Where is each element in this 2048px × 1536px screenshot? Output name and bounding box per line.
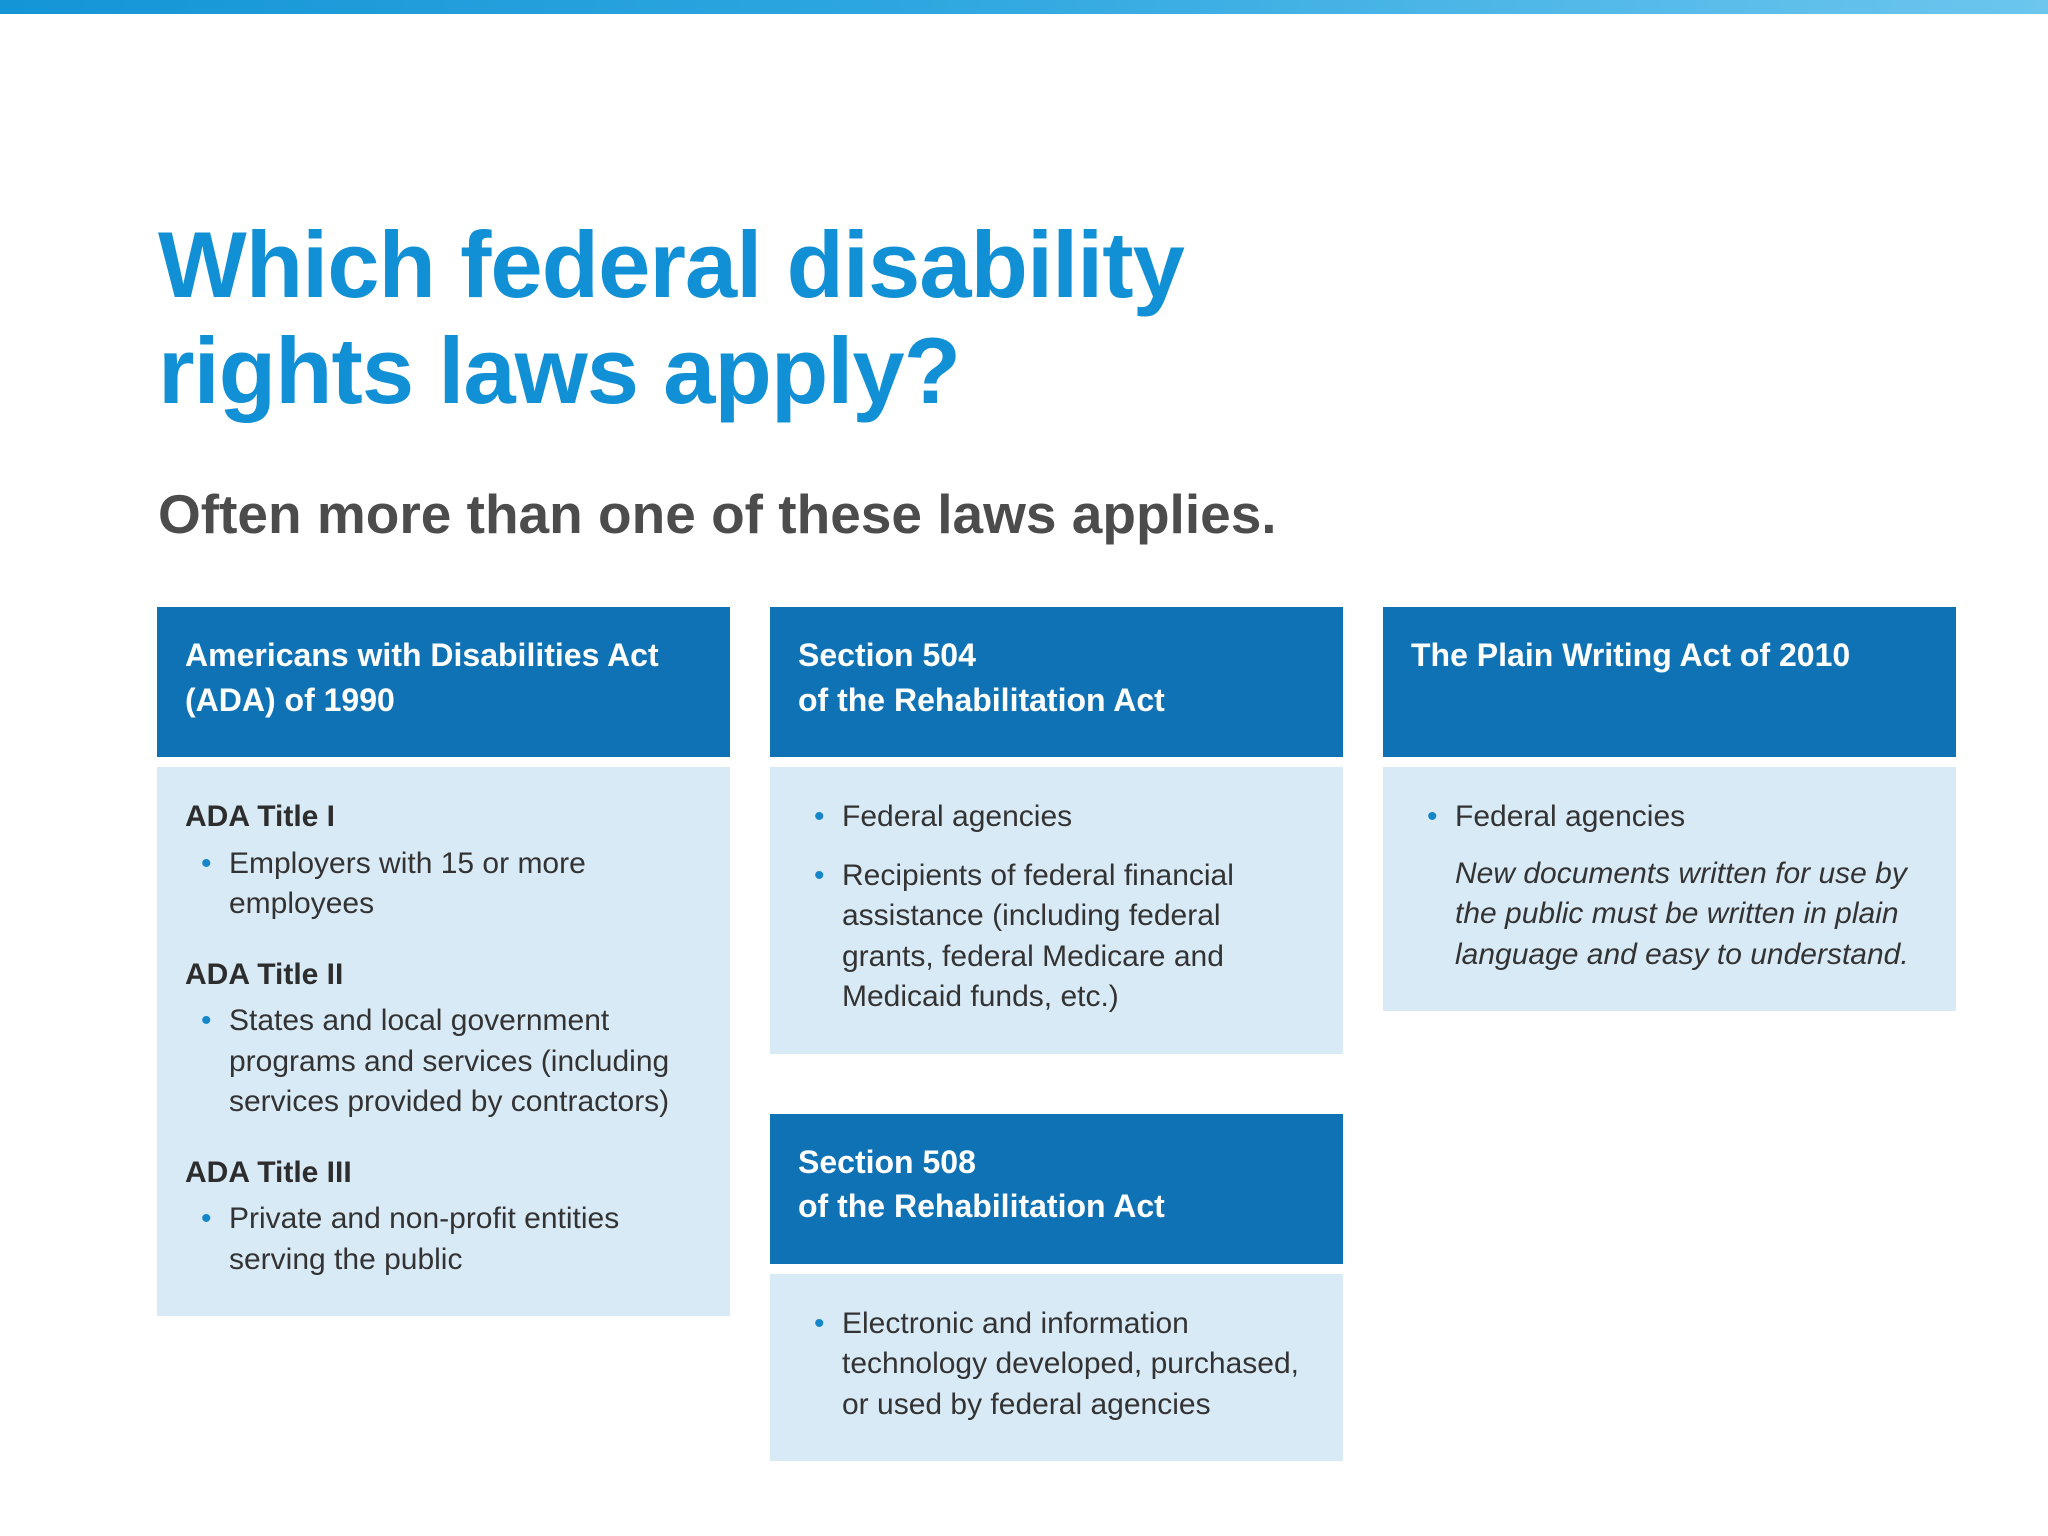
card-plain-writing-header-line1: The Plain Writing Act of 2010 — [1411, 637, 1851, 673]
bullet-item: Electronic and information technology de… — [814, 1304, 1313, 1426]
bullet-list: Employers with 15 or more employees — [185, 844, 700, 925]
card-ada-header: Americans with Disabilities Act (ADA) of… — [157, 607, 730, 757]
slide-title-line1: Which federal disability — [158, 212, 1185, 317]
slide-title-line2: rights laws apply? — [158, 318, 961, 424]
bullet-list: Private and non-profit entities serving … — [185, 1199, 700, 1280]
bullet-list: Electronic and information technology de… — [798, 1304, 1313, 1426]
bullet-item: Federal agencies — [1427, 797, 1926, 838]
card-section-504-body: Federal agencies Recipients of federal f… — [770, 767, 1343, 1054]
plain-writing-note: New documents written for use by the pub… — [1455, 856, 1909, 971]
column-ada: Americans with Disabilities Act (ADA) of… — [157, 607, 730, 1461]
card-ada: Americans with Disabilities Act (ADA) of… — [157, 607, 730, 1316]
card-ada-body: ADA Title I Employers with 15 or more em… — [157, 767, 730, 1316]
bullet-item: Federal agencies — [814, 797, 1313, 838]
slide-subtitle: Often more than one of these laws applie… — [158, 483, 1277, 545]
bullet-list: Federal agencies — [1411, 797, 1926, 838]
card-plain-writing: The Plain Writing Act of 2010 Federal ag… — [1383, 607, 1956, 1011]
card-section-508-header: Section 508 of the Rehabilitation Act — [770, 1113, 1343, 1264]
card-section-508: Section 508 of the Rehabilitation Act El… — [770, 1113, 1343, 1461]
column-rehab-act: Section 504 of the Rehabilitation Act Fe… — [770, 607, 1343, 1461]
card-section-504-header-line2: of the Rehabilitation Act — [798, 681, 1165, 718]
card-section-504-header: Section 504 of the Rehabilitation Act — [770, 607, 1343, 757]
section-title: ADA Title I — [185, 800, 336, 833]
top-accent-bar — [0, 0, 2048, 14]
ada-title-1-section: ADA Title I Employers with 15 or more em… — [185, 797, 700, 925]
cards-grid: Americans with Disabilities Act (ADA) of… — [157, 607, 1956, 1461]
bullet-item: Private and non-profit entities serving … — [201, 1199, 700, 1280]
card-plain-writing-body: Federal agencies New documents written f… — [1383, 767, 1956, 1011]
column-plain-writing: The Plain Writing Act of 2010 Federal ag… — [1383, 607, 1956, 1461]
card-section-504: Section 504 of the Rehabilitation Act Fe… — [770, 607, 1343, 1054]
card-section-508-header-line2: of the Rehabilitation Act — [798, 1188, 1165, 1225]
card-plain-writing-header: The Plain Writing Act of 2010 — [1383, 607, 1956, 757]
ada-title-3-section: ADA Title III Private and non-profit ent… — [185, 1153, 700, 1281]
card-section-508-header-line1: Section 508 — [798, 1143, 976, 1180]
slide-title: Which federal disability rights laws app… — [158, 212, 1185, 424]
section-title: ADA Title II — [185, 957, 344, 991]
card-ada-header-line1: Americans with Disabilities Act — [185, 637, 659, 673]
ada-title-2-section: ADA Title II States and local government… — [185, 955, 700, 1123]
bullet-list: Federal agencies Recipients of federal f… — [798, 797, 1313, 1018]
bullet-item: States and local government programs and… — [201, 1001, 700, 1123]
card-section-508-body: Electronic and information technology de… — [770, 1273, 1343, 1461]
card-section-504-header-line1: Section 504 — [798, 637, 976, 673]
bullet-list: States and local government programs and… — [185, 1001, 700, 1123]
bullet-item: Employers with 15 or more employees — [201, 844, 700, 925]
card-ada-header-line2: (ADA) of 1990 — [185, 681, 395, 718]
section-title: ADA Title III — [185, 1155, 352, 1189]
bullet-item: Recipients of federal financial assistan… — [814, 856, 1313, 1018]
